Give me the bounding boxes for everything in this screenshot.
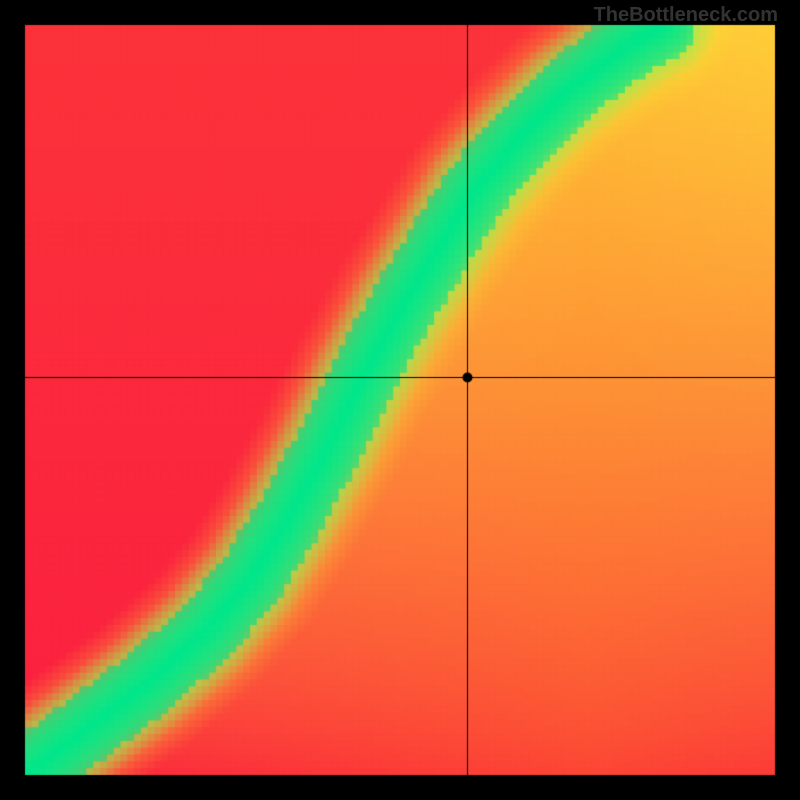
watermark-text: TheBottleneck.com — [594, 4, 778, 27]
bottleneck-heatmap — [0, 0, 800, 800]
